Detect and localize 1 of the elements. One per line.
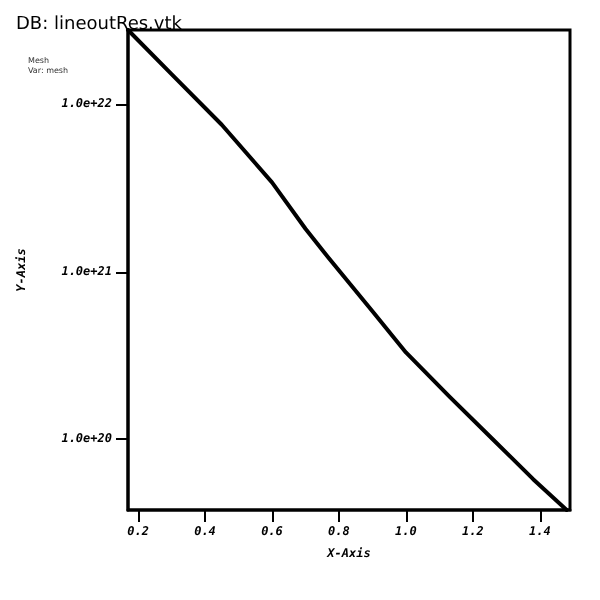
chart-title: DB: lineoutRes.vtk bbox=[16, 15, 184, 35]
